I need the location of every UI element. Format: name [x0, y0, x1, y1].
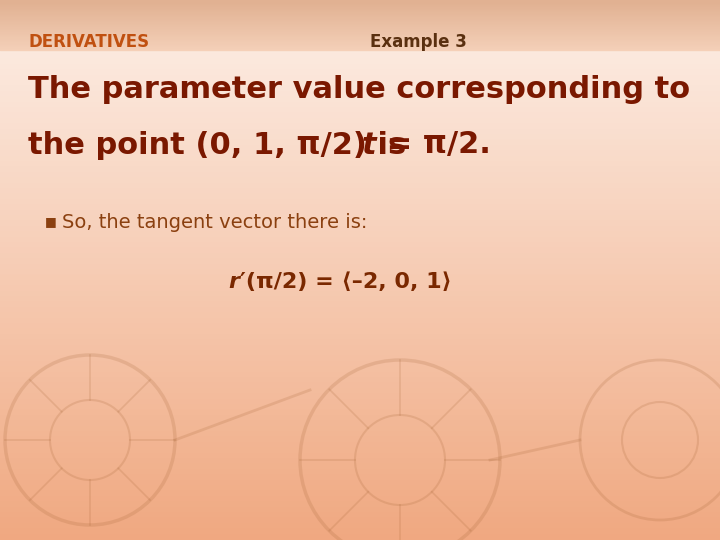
- Text: = π/2.: = π/2.: [376, 131, 491, 159]
- Text: Example 3: Example 3: [370, 33, 467, 51]
- Text: ′(π/2) = ⟨–2, 0, 1⟩: ′(π/2) = ⟨–2, 0, 1⟩: [240, 272, 451, 292]
- Text: The parameter value corresponding to: The parameter value corresponding to: [28, 76, 690, 105]
- Text: t: t: [362, 131, 377, 159]
- Text: the point (0, 1, π/2) is: the point (0, 1, π/2) is: [28, 131, 417, 159]
- Text: ■: ■: [45, 215, 57, 228]
- Text: So, the tangent vector there is:: So, the tangent vector there is:: [62, 213, 367, 232]
- Text: r: r: [228, 272, 239, 292]
- Text: DERIVATIVES: DERIVATIVES: [28, 33, 149, 51]
